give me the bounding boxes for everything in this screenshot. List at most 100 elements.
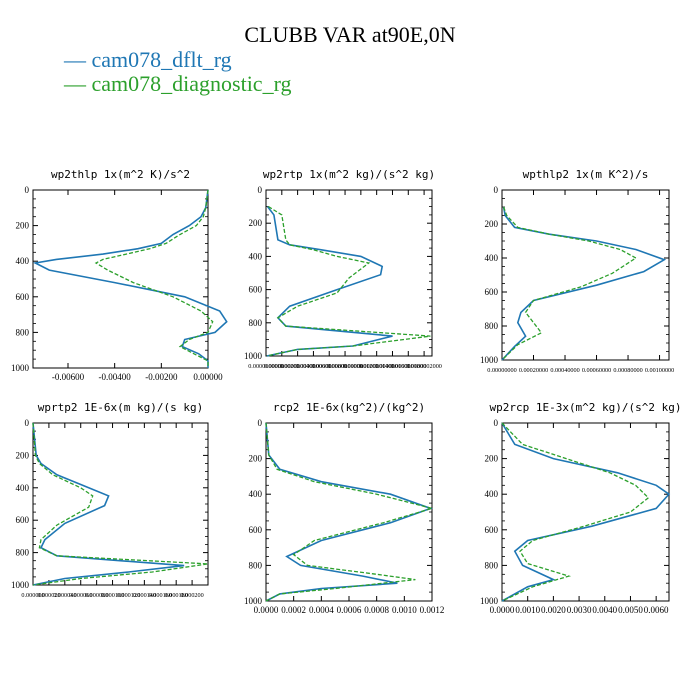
x-tick-label: 0.0002 (281, 605, 306, 615)
x-tick-label: 0.0012 (420, 605, 445, 615)
x-tick-label: 0.00000 (193, 372, 223, 382)
series-line-diagnostic (501, 422, 650, 602)
y-tick-label: 400 (16, 483, 30, 493)
y-tick-label: 600 (249, 285, 263, 295)
chart-panel-6: wp2rcp 1E-3x(m^2 kg)/(s^2 kg) 0 200 400 600 8… (480, 401, 682, 615)
x-tick-label: 0.0000000200 (264, 363, 300, 370)
y-tick-label: 1000 (480, 596, 499, 606)
x-tick-label: 0.0020 (541, 605, 566, 615)
y-tick-label: 800 (485, 560, 499, 570)
chart-panel-3: wpthlp2 1x(m K^2)/s 0 200 400 600 800 1000 0.00… (480, 168, 674, 374)
y-tick-label: 1000 (244, 351, 263, 361)
x-tick-label: 0.000020 (37, 592, 60, 599)
series-line-dflt (501, 422, 671, 602)
x-tick-label: 0.000140 (133, 592, 156, 599)
y-tick-label: 800 (16, 548, 30, 558)
x-tick-label: 0.00080000 (613, 367, 642, 374)
x-tick-label: 0.00060000 (582, 367, 611, 374)
chart-title: rcp2 1E-6x(kg^2)/(kg^2) (273, 401, 425, 414)
y-tick-label: 200 (485, 219, 499, 229)
x-tick-label: 0.0008 (364, 605, 389, 615)
x-tick-label: -0.00200 (145, 372, 178, 382)
x-tick-label: 0.0000001400 (359, 363, 395, 370)
chart-panel-2: wp2rtp 1x(m^2 kg)/(s^2 kg)0 200 400 600 800 1… (244, 168, 442, 370)
series-line-dflt (32, 422, 185, 586)
x-tick-label: 0.0030 (567, 605, 592, 615)
x-tick-label: -0.00600 (52, 372, 85, 382)
x-tick-label: 0.000180 (165, 592, 188, 599)
x-tick-label: 0.00020000 (519, 367, 548, 374)
y-tick-label: 400 (249, 489, 263, 499)
x-tick-label: 0.0040 (592, 605, 617, 615)
chart-title: wp2thlp 1x(m^2 K)/s^2 (51, 168, 190, 181)
series-line-diagnostic (501, 206, 638, 361)
legend-label-dflt: cam078_dflt_rg (91, 47, 232, 72)
x-tick-label: -0.00400 (99, 372, 132, 382)
chart-title: wp2rtp 1x(m^2 kg)/(s^2 kg) (263, 168, 435, 181)
y-tick-label: 200 (485, 454, 499, 464)
legend-item-diagnostic: — cam078_diagnostic_rg (64, 72, 292, 96)
y-tick-label: 800 (249, 318, 263, 328)
y-tick-label: 600 (485, 287, 499, 297)
series-line-diagnostic (32, 422, 209, 586)
x-tick-label: 0.0000001000 (327, 363, 363, 370)
x-tick-label: 0.000160 (149, 592, 172, 599)
x-tick-label: 0.0000001800 (390, 363, 426, 370)
y-tick-label: 600 (16, 515, 30, 525)
plot-frame (265, 189, 433, 357)
y-tick-label: 200 (16, 450, 30, 460)
x-tick-label: 0.0010 (392, 605, 417, 615)
x-tick-label: 0.0006 (337, 605, 362, 615)
x-tick-label: 0.0000001200 (343, 363, 379, 370)
chart-title: wp2rcp 1E-3x(m^2 kg)/(s^2 kg) (489, 401, 681, 414)
series-line-dflt (265, 422, 433, 602)
x-tick-label: 0.0000000000 (248, 363, 284, 370)
legend-swatch-diagnostic: — (64, 71, 92, 96)
series-line-diagnostic (94, 189, 214, 368)
x-tick-label: 0.0000000800 (311, 363, 347, 370)
plot-frame (32, 189, 209, 369)
series-line-dflt (32, 189, 228, 368)
y-tick-label: 0 (258, 185, 263, 195)
x-tick-label: 0.0000 (490, 605, 515, 615)
series-line-diagnostic (265, 422, 435, 602)
figure-title: CLUBB VAR at90E,0N (244, 22, 456, 47)
chart-title: wpthlp2 1x(m K^2)/s (523, 168, 649, 181)
x-tick-label: 0.000100 (101, 592, 124, 599)
x-tick-label: 0.0000002000 (406, 363, 442, 370)
x-tick-label: 0.0050 (618, 605, 643, 615)
y-tick-label: 600 (249, 525, 263, 535)
series-line-diagnostic (266, 206, 431, 357)
x-tick-label: 0.0000001600 (375, 363, 411, 370)
y-tick-label: 400 (249, 251, 263, 261)
x-tick-label: 0.0000000400 (280, 363, 316, 370)
x-tick-label: 0.000080 (85, 592, 108, 599)
y-tick-label: 800 (249, 560, 263, 570)
x-tick-label: 0.000000 (21, 592, 44, 599)
y-tick-label: 1000 (480, 355, 499, 365)
x-tick-label: 0.0060 (644, 605, 669, 615)
x-tick-label: 0.000040 (53, 592, 76, 599)
y-tick-label: 1000 (11, 363, 30, 373)
y-tick-label: 400 (485, 253, 499, 263)
chart-panel-1: wp2thlp 1x(m^2 K)/s^2 0 200 400 600 800 1000 -0… (11, 168, 228, 382)
y-tick-label: 1000 (244, 596, 263, 606)
x-tick-label: 0.0000000600 (296, 363, 332, 370)
x-tick-label: 0.0004 (309, 605, 334, 615)
y-tick-label: 1000 (11, 580, 30, 590)
chart-panel-4: wprtp2 1E-6x(m kg)/(s kg) 0 200 400 600 800 10… (11, 401, 209, 599)
legend-swatch-dflt: — (64, 47, 92, 72)
plot-frame (501, 189, 670, 361)
y-tick-label: 200 (249, 218, 263, 228)
series-line-dflt (501, 206, 667, 361)
chart-title: wprtp2 1E-6x(m kg)/(s kg) (38, 401, 204, 414)
x-tick-label: 0.00000000 (487, 367, 516, 374)
x-tick-label: 0.000200 (180, 592, 203, 599)
y-tick-label: 400 (485, 489, 499, 499)
y-tick-label: 0 (25, 185, 30, 195)
x-tick-label: 0.000060 (69, 592, 92, 599)
y-tick-label: 600 (16, 292, 30, 302)
x-tick-label: 0.00040000 (550, 367, 579, 374)
legend-label-diagnostic: cam078_diagnostic_rg (91, 71, 292, 96)
x-tick-label: 0.0000 (254, 605, 279, 615)
